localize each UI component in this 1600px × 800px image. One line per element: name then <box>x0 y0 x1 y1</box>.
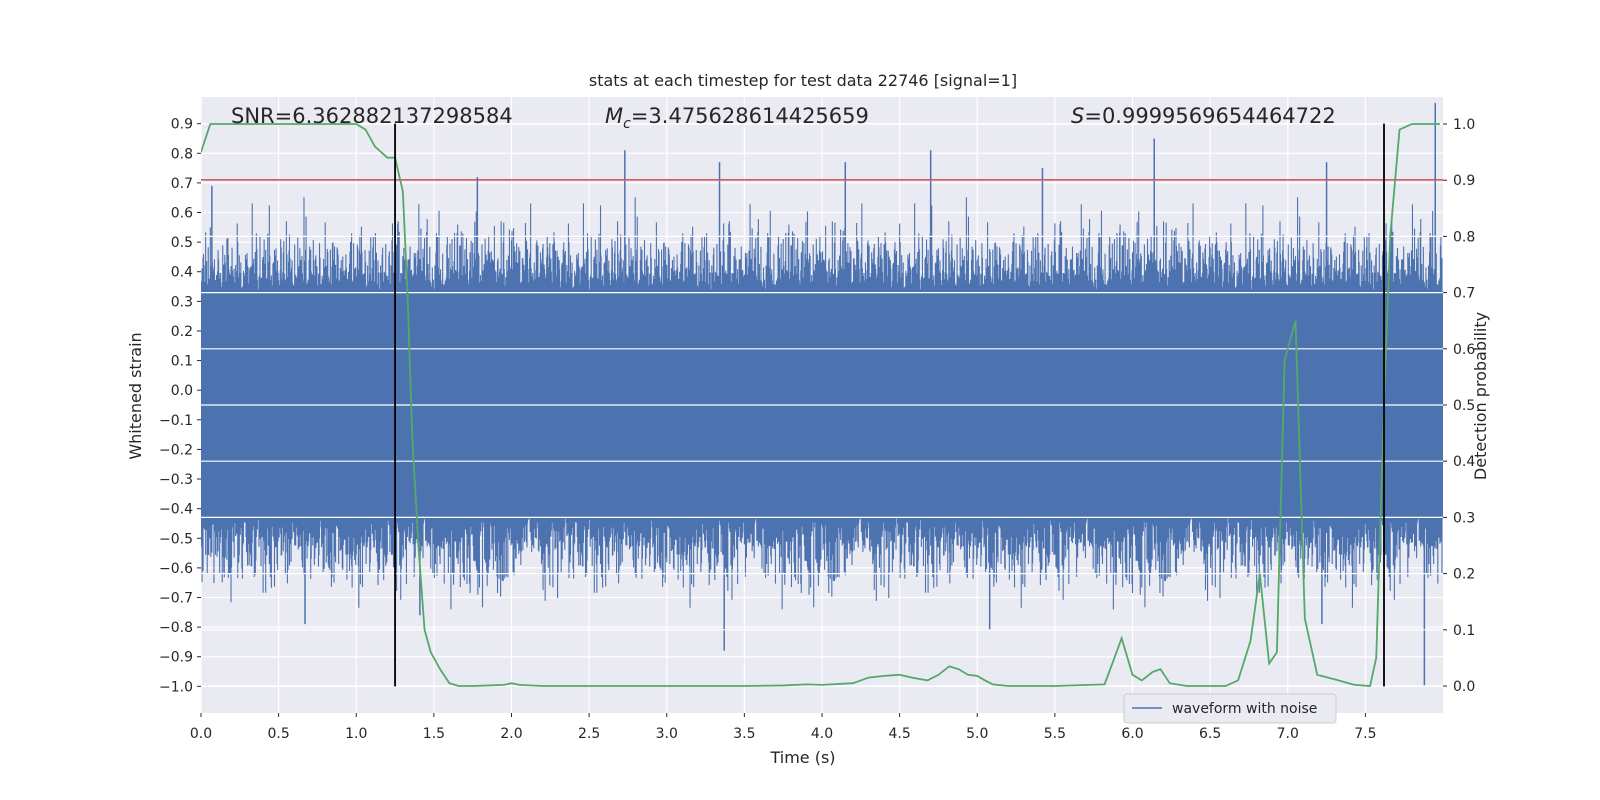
s-annotation: S=0.9999569654464722 <box>1071 104 1336 128</box>
y2-tick-label: 0.8 <box>1453 229 1475 245</box>
x-tick-label: 0.5 <box>267 726 289 742</box>
y-axis-label: Whitened strain <box>126 332 145 459</box>
y-tick-label: −0.4 <box>159 502 193 518</box>
y-tick-label: 0.7 <box>171 176 193 192</box>
x-tick-label: 1.5 <box>423 726 445 742</box>
x-tick-label: 6.0 <box>1121 726 1143 742</box>
y2-tick-label: 0.6 <box>1453 342 1475 358</box>
x-axis-ticks: 0.0 0.5 1.0 1.5 2.0 2.5 3.0 3.5 4.0 4.5 5.0 5.5 6.0 6… <box>190 713 1377 742</box>
plot-content <box>201 102 1443 687</box>
y-tick-label: 0.6 <box>171 206 193 222</box>
y-tick-label: 0.1 <box>171 354 193 370</box>
y2-tick-label: 1.0 <box>1453 117 1475 133</box>
y-tick-label: −0.1 <box>159 413 193 429</box>
y-tick-label: −0.3 <box>159 472 193 488</box>
y-tick-label: 0.4 <box>171 265 193 281</box>
s-symbol: S <box>1071 104 1084 128</box>
y-tick-label: 0.9 <box>171 117 193 133</box>
snr-annotation: SNR=6.362882137298584 <box>231 104 513 128</box>
x-tick-label: 5.5 <box>1044 726 1066 742</box>
chirp-mass-subscript: c <box>623 116 631 132</box>
y2-tick-label: 0.2 <box>1453 567 1475 583</box>
chirp-mass-value: =3.475628614425659 <box>631 104 869 128</box>
x-tick-label: 3.0 <box>656 726 678 742</box>
x-tick-label: 5.0 <box>966 726 988 742</box>
legend-label-waveform: waveform with noise <box>1172 701 1317 717</box>
y2-axis-ticks: 1.0 0.9 0.8 0.7 0.6 0.5 0.4 0.3 0.2 0.1 0.0 <box>1443 117 1475 695</box>
y-tick-label: −0.6 <box>159 561 193 577</box>
x-tick-label: 1.0 <box>345 726 367 742</box>
y-tick-label: 0.2 <box>171 324 193 340</box>
y-tick-label: −0.8 <box>159 620 193 636</box>
chart-title: stats at each timestep for test data 227… <box>589 71 1017 90</box>
x-tick-label: 2.5 <box>578 726 600 742</box>
y2-tick-label: 0.3 <box>1453 510 1475 526</box>
x-tick-label: 7.5 <box>1354 726 1376 742</box>
y2-tick-label: 0.0 <box>1453 679 1475 695</box>
chirp-mass-annotation: Mc=3.475628614425659 <box>605 104 869 132</box>
x-tick-label: 4.0 <box>811 726 833 742</box>
x-tick-label: 4.5 <box>888 726 910 742</box>
chirp-mass-symbol: M <box>605 104 623 128</box>
y2-tick-label: 0.5 <box>1453 398 1475 414</box>
y-tick-label: −0.7 <box>159 591 193 607</box>
x-tick-label: 6.5 <box>1199 726 1221 742</box>
y-tick-label: −0.5 <box>159 531 193 547</box>
y-tick-label: −1.0 <box>159 679 193 695</box>
probability-series-line <box>201 123 1440 687</box>
y-tick-label: 0.0 <box>171 383 193 399</box>
s-value: =0.9999569654464722 <box>1084 104 1335 128</box>
y-tick-label: 0.5 <box>171 235 193 251</box>
x-tick-label: 2.0 <box>500 726 522 742</box>
y-tick-label: −0.9 <box>159 650 193 666</box>
x-axis-label: Time (s) <box>769 748 835 767</box>
x-tick-label: 3.5 <box>733 726 755 742</box>
y-tick-label: 0.3 <box>171 294 193 310</box>
y-tick-label: 0.8 <box>171 146 193 162</box>
legend-box <box>1123 693 1337 724</box>
legend: waveform with noise <box>1123 693 1337 724</box>
y2-axis-label: Detection probability <box>1471 312 1490 480</box>
x-tick-label: 7.0 <box>1277 726 1299 742</box>
x-tick-label: 0.0 <box>190 726 212 742</box>
y2-tick-label: 0.4 <box>1453 454 1475 470</box>
y2-tick-label: 0.9 <box>1453 173 1475 189</box>
y-axis-ticks: 0.9 0.8 0.7 0.6 0.5 0.4 0.3 0.2 0.1 0.0 −0.1 −0.2 −0… <box>159 117 201 695</box>
y-tick-label: −0.2 <box>159 442 193 458</box>
y2-tick-label: 0.7 <box>1453 286 1475 302</box>
y2-tick-label: 0.1 <box>1453 623 1475 639</box>
